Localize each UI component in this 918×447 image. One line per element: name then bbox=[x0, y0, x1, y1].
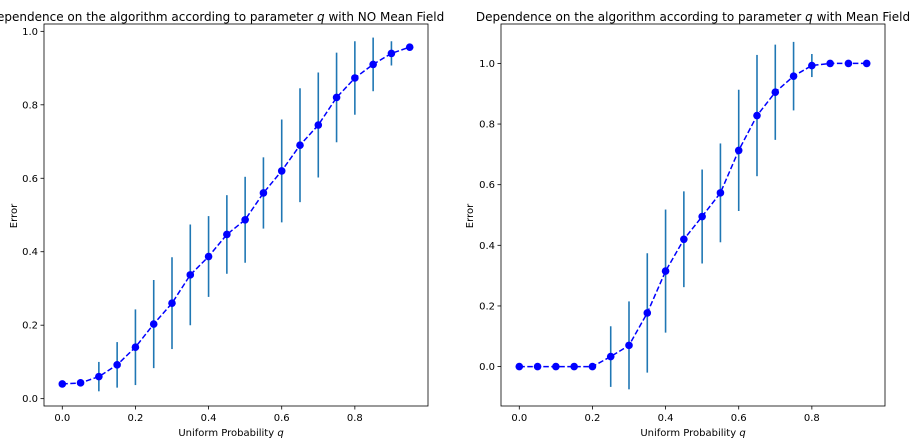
plot-frame bbox=[43, 23, 429, 407]
data-point bbox=[643, 309, 652, 317]
data-point bbox=[241, 215, 249, 224]
y-tick-label: 0.2 bbox=[479, 301, 495, 312]
data-point bbox=[405, 43, 414, 51]
data-point bbox=[351, 74, 359, 82]
data-point bbox=[387, 49, 396, 58]
data-point bbox=[606, 352, 615, 361]
y-tick-label: 1.0 bbox=[22, 27, 38, 38]
data-point bbox=[826, 59, 834, 68]
data-point bbox=[149, 320, 158, 328]
y-tick-label: 0.6 bbox=[479, 180, 495, 191]
data-point bbox=[223, 230, 231, 239]
data-point bbox=[844, 59, 853, 68]
data-point bbox=[95, 372, 103, 381]
data-point bbox=[296, 141, 304, 150]
y-tick-label: 0.8 bbox=[479, 120, 495, 131]
x-tick-label: 0.4 bbox=[201, 413, 217, 424]
data-point bbox=[332, 93, 341, 102]
y-tick-label: 0.4 bbox=[479, 241, 495, 252]
data-point bbox=[186, 271, 195, 279]
plot-frame bbox=[500, 23, 886, 407]
y-tick-label: 1.0 bbox=[479, 59, 495, 70]
data-point bbox=[168, 299, 176, 307]
y-tick-label: 0.4 bbox=[22, 247, 38, 258]
data-point bbox=[789, 72, 798, 80]
data-point bbox=[113, 361, 121, 369]
y-tick-label: 0.6 bbox=[22, 174, 38, 185]
x-axis-label: Uniform Probability q bbox=[178, 428, 283, 439]
data-point bbox=[533, 362, 542, 371]
x-tick-label: 0.8 bbox=[804, 413, 820, 424]
chart-mean-field: Dependence on the algorithm according to… bbox=[465, 10, 910, 439]
data-point bbox=[58, 380, 67, 388]
chart-title: Dependence on the algorithm according to… bbox=[0, 10, 444, 24]
x-tick-label: 0.2 bbox=[584, 413, 600, 424]
x-tick-label: 0.6 bbox=[274, 413, 290, 424]
x-tick-label: 0.0 bbox=[511, 413, 527, 424]
y-axis-label: Error bbox=[9, 203, 20, 228]
x-tick-label: 0.0 bbox=[54, 413, 70, 424]
y-tick-label: 0.0 bbox=[479, 362, 495, 373]
x-tick-label: 0.6 bbox=[731, 413, 747, 424]
data-point bbox=[277, 167, 286, 175]
y-tick-label: 0.0 bbox=[22, 394, 38, 405]
data-point bbox=[552, 362, 560, 371]
data-point bbox=[862, 59, 871, 68]
x-tick-label: 0.2 bbox=[127, 413, 143, 424]
x-axis-label: Uniform Probability q bbox=[640, 428, 745, 439]
x-tick-label: 0.4 bbox=[658, 413, 674, 424]
data-point bbox=[734, 146, 743, 155]
data-point bbox=[131, 343, 140, 352]
data-point bbox=[661, 267, 670, 275]
data-point bbox=[259, 189, 268, 197]
data-point bbox=[515, 362, 524, 371]
series-line bbox=[519, 62, 867, 368]
series-line bbox=[62, 46, 410, 385]
x-tick-label: 0.8 bbox=[347, 413, 363, 424]
data-point bbox=[314, 121, 323, 129]
data-point bbox=[716, 189, 725, 197]
data-point bbox=[588, 362, 597, 371]
y-axis-label: Error bbox=[465, 203, 476, 228]
data-point bbox=[625, 341, 633, 350]
data-point bbox=[369, 60, 377, 69]
data-point bbox=[204, 252, 213, 261]
y-tick-label: 0.2 bbox=[22, 321, 38, 332]
chart-title: Dependence on the algorithm according to… bbox=[476, 10, 910, 24]
y-tick-label: 0.8 bbox=[22, 100, 38, 111]
data-point bbox=[570, 362, 578, 371]
data-point bbox=[698, 212, 706, 221]
data-point bbox=[76, 379, 85, 387]
data-point bbox=[808, 61, 816, 70]
data-point bbox=[680, 235, 688, 244]
data-point bbox=[771, 88, 780, 97]
chart-no-mean-field: Dependence on the algorithm according to… bbox=[0, 10, 444, 439]
data-point bbox=[753, 111, 761, 120]
